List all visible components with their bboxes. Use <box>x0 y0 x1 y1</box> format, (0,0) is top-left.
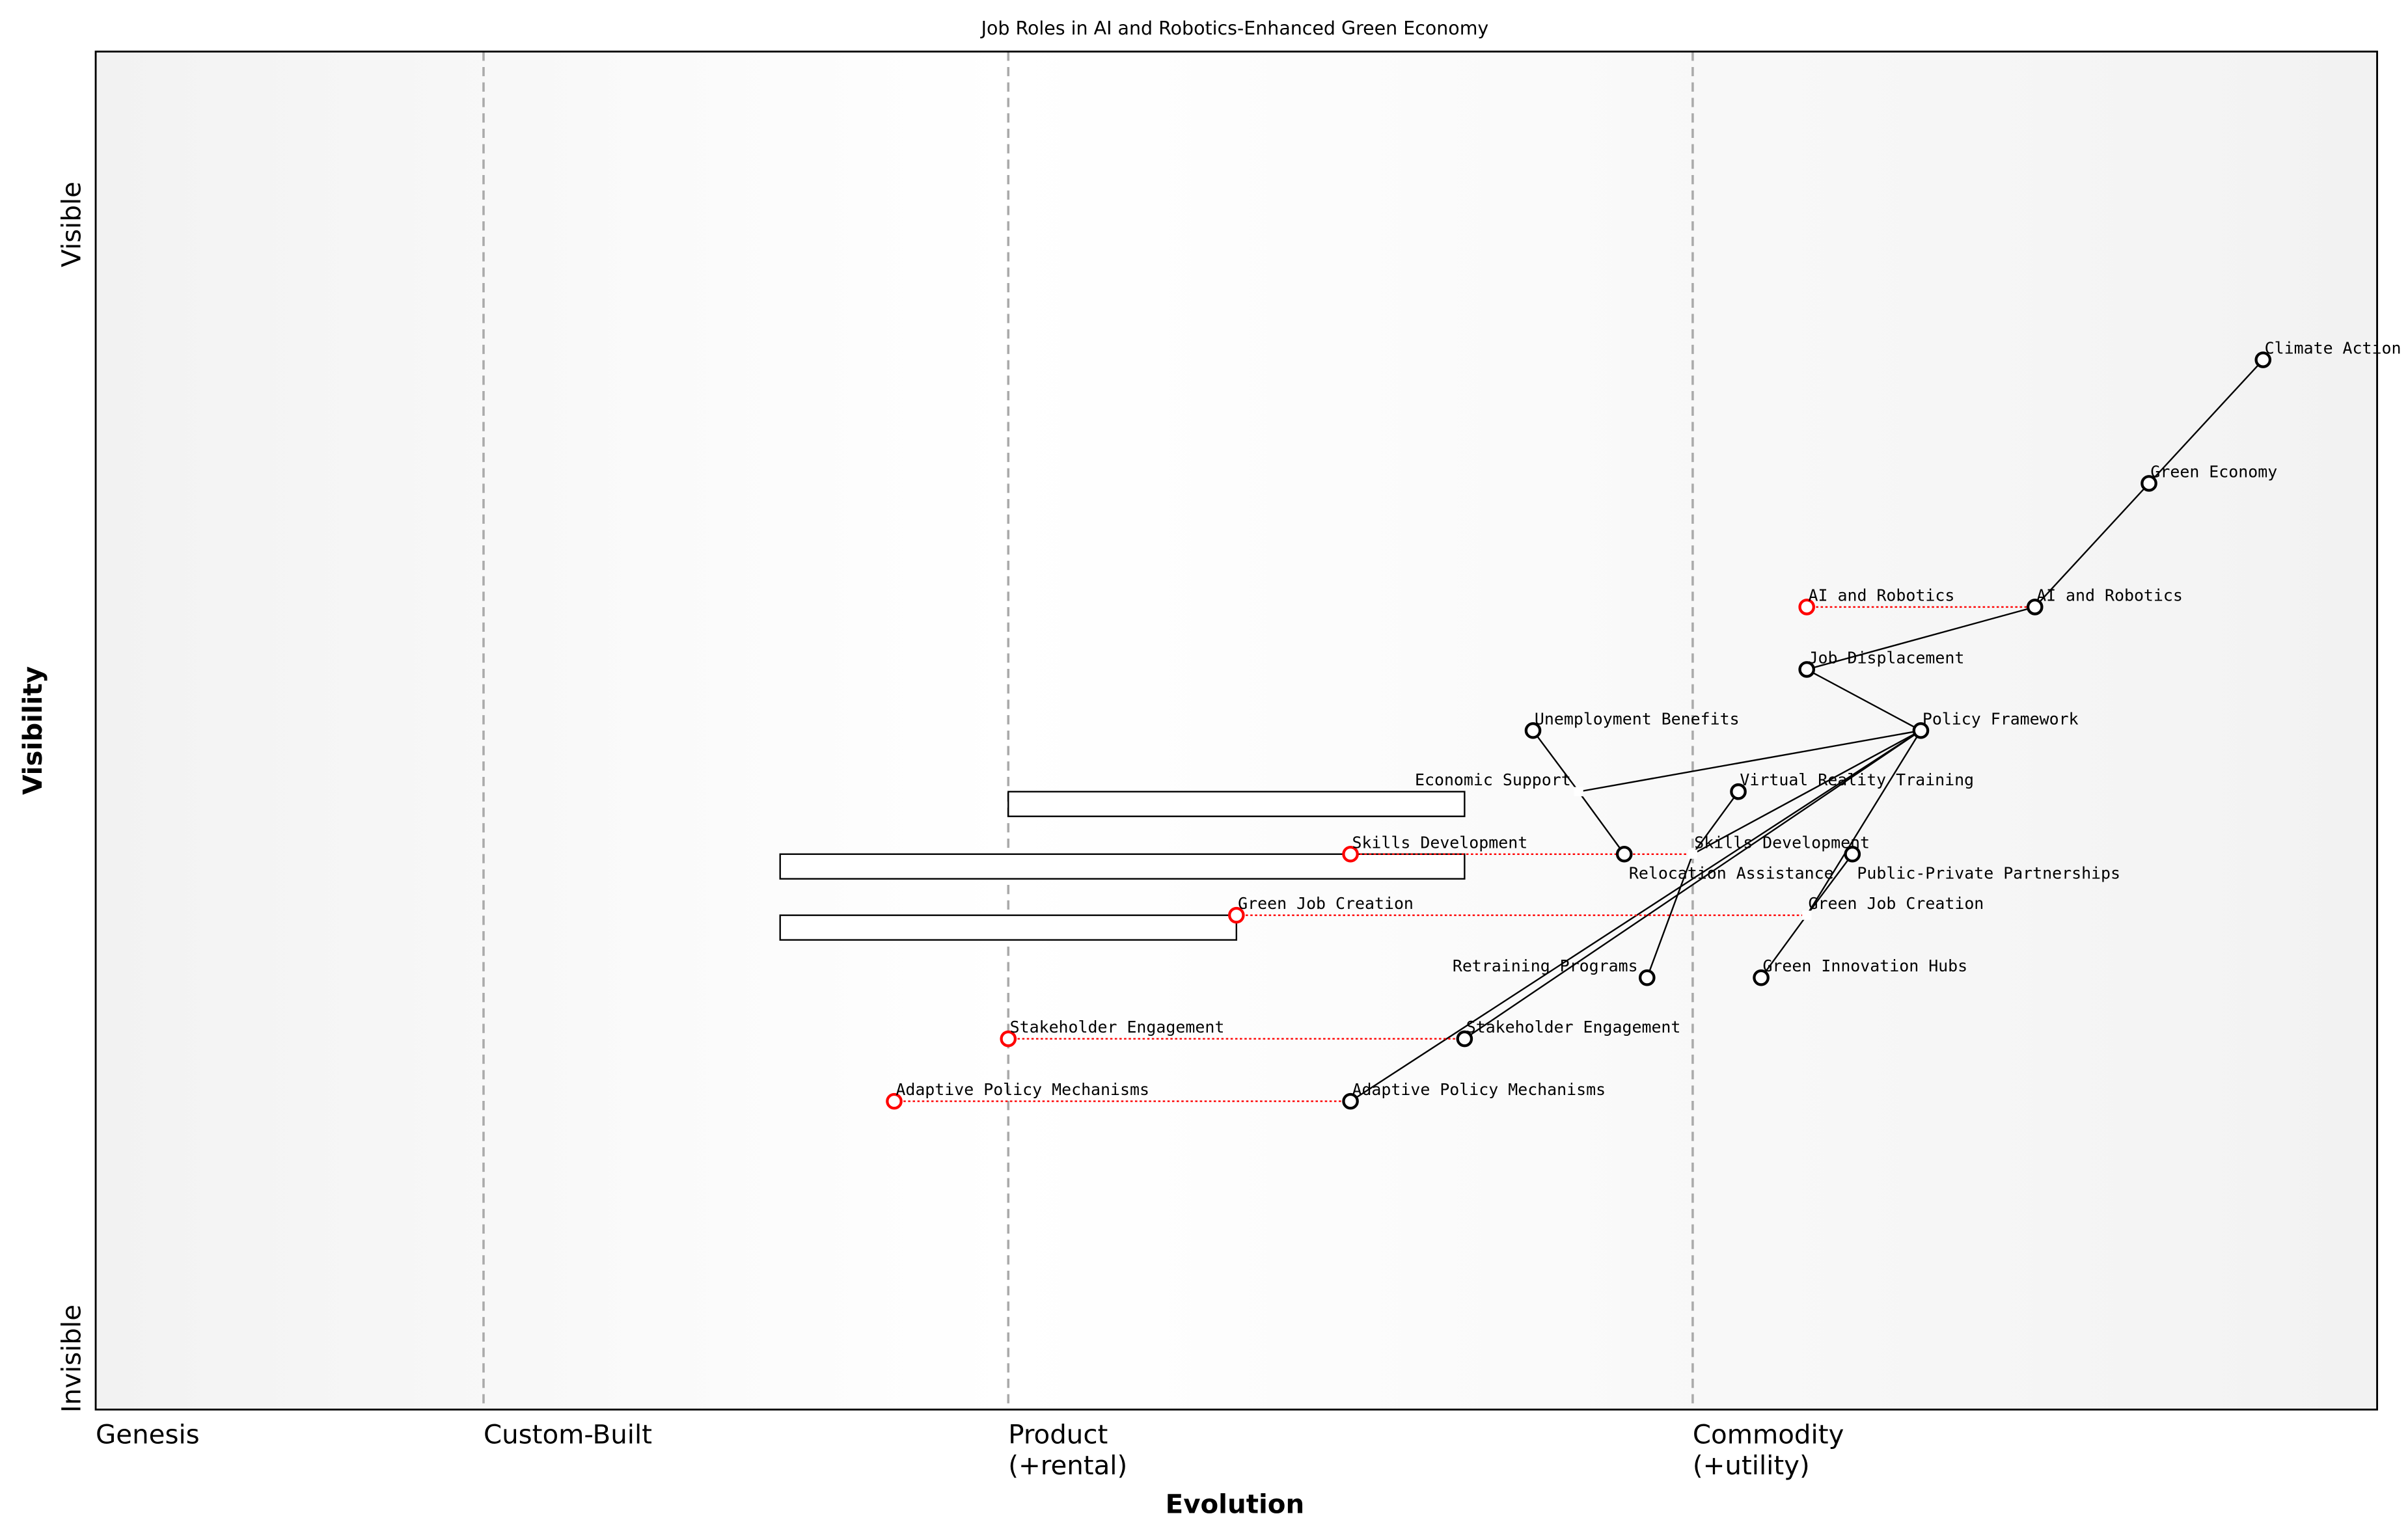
component-marker <box>1844 845 1861 863</box>
y-tick-visible: Visible <box>56 182 87 267</box>
x-tick-label: Genesis <box>96 1420 200 1450</box>
component-marker <box>1798 661 1815 678</box>
component-marker <box>1912 722 1930 739</box>
x-tick-label: Product (+rental) <box>1008 1420 1127 1481</box>
dependency-link <box>1532 730 1580 792</box>
evolved-component-label: Stakeholder Engagement <box>1010 1018 1225 1036</box>
dependency-link <box>1806 730 1922 916</box>
dependency-link <box>1578 729 1921 792</box>
dependency-link <box>1692 729 1922 855</box>
component-label: Economic Support <box>1415 770 1571 789</box>
component-marker <box>1342 1092 1359 1110</box>
component-label: AI and Robotics <box>2036 586 2183 604</box>
component-anchor <box>1802 910 1812 920</box>
x-tick-label: Custom-Built <box>484 1420 652 1450</box>
evolved-component-marker <box>1342 845 1359 863</box>
plot-background <box>96 51 2377 1410</box>
component-marker <box>1753 969 1770 986</box>
component-label: Policy Framework <box>1922 709 2079 728</box>
dependency-link <box>1646 854 1694 979</box>
pipeline-box <box>779 914 1237 941</box>
component-marker <box>1456 1030 1473 1048</box>
component-marker <box>1615 845 1633 863</box>
plot-frame <box>94 50 2378 1411</box>
dependency-link <box>1464 729 1922 1040</box>
component-label: Skills Development <box>1694 833 1870 852</box>
dependency-link <box>2148 359 2264 484</box>
component-label: Green Innovation Hubs <box>1762 956 1967 975</box>
component-marker <box>1524 722 1542 739</box>
component-label: Relocation Assistance <box>1629 864 1834 883</box>
chart-title: Job Roles in AI and Robotics-Enhanced Gr… <box>980 18 1489 39</box>
component-label: Public-Private Partnerships <box>1857 864 2120 883</box>
component-marker <box>2254 351 2272 368</box>
component-marker <box>2026 599 2044 616</box>
y-axis-label: Visibility <box>18 666 48 795</box>
dependency-link <box>1760 914 1808 979</box>
component-label: Job Displacement <box>1809 648 1965 667</box>
evolved-component-label: Green Job Creation <box>1238 894 1414 913</box>
component-label: Adaptive Policy Mechanisms <box>1352 1080 1606 1099</box>
evolved-component-marker <box>1228 906 1245 924</box>
component-marker <box>1730 783 1747 800</box>
dependency-link <box>1806 854 1854 916</box>
dependency-link <box>1806 668 1922 731</box>
evolved-component-marker <box>886 1092 903 1110</box>
evolved-component-marker <box>1000 1030 1017 1048</box>
dependency-link <box>1806 606 2036 671</box>
component-anchor <box>1688 849 1698 859</box>
component-marker <box>1638 969 1656 986</box>
component-label: Climate Action <box>2265 339 2401 358</box>
component-label: Green Job Creation <box>1809 894 1984 913</box>
component-marker <box>2141 475 2157 492</box>
component-anchor <box>1574 787 1583 796</box>
evolved-component-label: Skills Development <box>1352 833 1527 852</box>
dependency-link <box>1691 791 1739 855</box>
evolved-component-marker <box>1798 599 1815 616</box>
component-label: Green Economy <box>2150 462 2277 481</box>
x-tick-label: Commodity (+utility) <box>1693 1420 1844 1481</box>
component-label: Virtual Reality Training <box>1740 770 1974 789</box>
evolved-component-label: AI and Robotics <box>1809 586 1955 604</box>
component-label: Stakeholder Engagement <box>1466 1018 1681 1036</box>
dependency-link <box>2034 483 2150 608</box>
component-label: Retraining Programs <box>1453 956 1638 975</box>
y-tick-invisible: Invisible <box>56 1305 87 1413</box>
component-label: Unemployment Benefits <box>1535 709 1740 728</box>
x-axis-label: Evolution <box>1166 1489 1305 1519</box>
pipeline-box <box>1007 791 1466 817</box>
pipeline-box <box>779 853 1466 880</box>
dependency-link <box>1578 791 1625 855</box>
evolved-component-label: Adaptive Policy Mechanisms <box>896 1080 1149 1099</box>
